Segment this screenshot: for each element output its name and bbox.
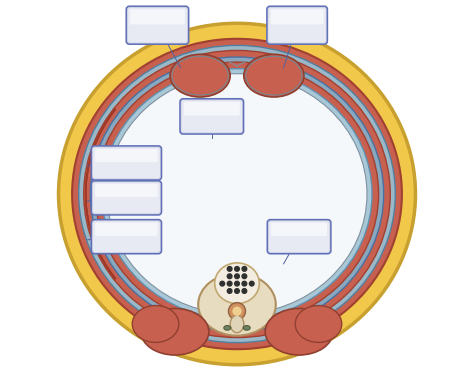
FancyBboxPatch shape	[271, 9, 324, 24]
Circle shape	[242, 267, 246, 271]
FancyBboxPatch shape	[95, 149, 158, 162]
Ellipse shape	[58, 23, 416, 365]
FancyBboxPatch shape	[269, 221, 329, 252]
Ellipse shape	[72, 39, 402, 349]
FancyBboxPatch shape	[93, 147, 160, 178]
Ellipse shape	[215, 263, 259, 303]
Circle shape	[249, 281, 254, 286]
FancyBboxPatch shape	[184, 102, 240, 116]
Circle shape	[242, 289, 246, 293]
Ellipse shape	[79, 45, 395, 343]
FancyBboxPatch shape	[126, 6, 189, 44]
FancyBboxPatch shape	[267, 220, 331, 254]
Circle shape	[220, 281, 225, 286]
Circle shape	[228, 274, 232, 279]
Circle shape	[232, 307, 242, 316]
FancyBboxPatch shape	[130, 9, 185, 24]
Ellipse shape	[265, 308, 333, 355]
FancyBboxPatch shape	[271, 223, 327, 236]
Ellipse shape	[141, 308, 209, 355]
FancyBboxPatch shape	[267, 6, 328, 44]
FancyBboxPatch shape	[182, 100, 242, 133]
Ellipse shape	[95, 62, 379, 326]
FancyBboxPatch shape	[91, 146, 162, 180]
Circle shape	[228, 303, 246, 320]
FancyBboxPatch shape	[180, 99, 244, 134]
Circle shape	[235, 289, 239, 293]
FancyBboxPatch shape	[93, 182, 160, 213]
FancyBboxPatch shape	[91, 181, 162, 215]
FancyBboxPatch shape	[91, 220, 162, 254]
FancyBboxPatch shape	[128, 8, 187, 43]
Ellipse shape	[198, 274, 276, 336]
Ellipse shape	[107, 74, 367, 314]
Ellipse shape	[295, 306, 342, 343]
Ellipse shape	[244, 54, 304, 97]
Ellipse shape	[170, 54, 230, 97]
Circle shape	[235, 274, 239, 279]
Ellipse shape	[230, 315, 244, 333]
FancyBboxPatch shape	[95, 184, 158, 197]
Circle shape	[228, 267, 232, 271]
Circle shape	[228, 289, 232, 293]
FancyBboxPatch shape	[95, 223, 158, 236]
Ellipse shape	[224, 326, 231, 330]
Ellipse shape	[84, 50, 390, 338]
Circle shape	[242, 281, 246, 286]
Ellipse shape	[91, 57, 383, 331]
Circle shape	[235, 267, 239, 271]
Ellipse shape	[102, 69, 372, 319]
FancyBboxPatch shape	[93, 221, 160, 252]
Circle shape	[242, 274, 246, 279]
Circle shape	[235, 281, 239, 286]
Circle shape	[228, 281, 232, 286]
FancyBboxPatch shape	[268, 8, 326, 43]
Ellipse shape	[132, 306, 179, 343]
Ellipse shape	[243, 326, 250, 330]
